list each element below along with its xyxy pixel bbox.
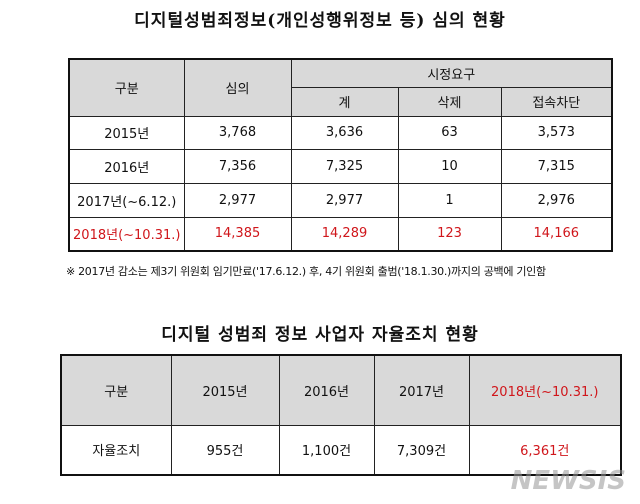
title: 디지털 성범죄 정보 사업자 자율조치 현황 — [161, 325, 479, 345]
table-cell: 7,325 — [290, 148, 399, 184]
review-table: 구분 심의 시정요구 계 삭제 접속차단 2015년 3,768 3,636 63 3,573 201… — [68, 58, 614, 252]
table-cell: 자율조치 — [60, 424, 172, 476]
header-cell: 2015년 — [170, 354, 280, 426]
table-row: 2017년(~6.12.) 2,977 2,977 1 2,976 — [68, 182, 613, 218]
table-cell: 2015년 — [68, 115, 185, 150]
title: 디지털성범죄정보(개인성행위정보 등) 심의 현황 — [134, 11, 506, 31]
table-cell: 7,309건 — [373, 424, 470, 476]
table-cell: 6,361건 — [468, 424, 622, 476]
table-cell: 1,100건 — [278, 424, 375, 476]
self-regulation-table: 구분 2015년 2016년 2017년 2018년(~10.31.) 자율조치 955건 1… — [60, 354, 622, 476]
header-row: 구분 심의 시정요구 — [68, 58, 613, 117]
header-cell: 계 — [290, 86, 399, 117]
note: ※ 2017년 감소는 제3기 위원회 임기만료('17.6.12.) 후, 4… — [66, 265, 546, 278]
table-cell: 2018년(~10.31.) — [68, 216, 185, 252]
table-cell: 7,356 — [183, 148, 292, 184]
header-cell: 2016년 — [278, 354, 375, 426]
header-cell: 구분 — [60, 354, 172, 426]
table-row: 자율조치 955건 1,100건 7,309건 6,361건 — [60, 424, 622, 476]
table-cell: 2017년(~6.12.) — [68, 182, 185, 218]
header-row: 구분 2015년 2016년 2017년 2018년(~10.31.) — [60, 354, 622, 426]
table-row: 2016년 7,356 7,325 10 7,315 — [68, 148, 613, 184]
header-row: 계 삭제 접속차단 — [69, 86, 613, 117]
table-cell: 14,289 — [290, 216, 399, 252]
table-cell: 123 — [397, 216, 502, 252]
header-cell: 2018년(~10.31.) — [468, 354, 622, 426]
header-cell: 심의 — [183, 58, 292, 117]
header-cell: 삭제 — [397, 86, 502, 117]
table-row: 2018년(~10.31.) 14,385 14,289 123 14,166 — [68, 216, 613, 252]
table-cell: 1 — [397, 182, 502, 218]
watermark: NEWSIS — [510, 466, 626, 496]
table-cell: 63 — [397, 115, 502, 150]
table-cell: 3,636 — [290, 115, 399, 150]
table-row: 2015년 3,768 3,636 63 3,573 — [68, 115, 613, 150]
header-cell: 접속차단 — [500, 86, 613, 117]
table-cell: 14,166 — [500, 216, 613, 252]
table-cell: 10 — [397, 148, 502, 184]
table-cell: 14,385 — [183, 216, 292, 252]
table-cell: 955건 — [170, 424, 280, 476]
header-cell: 2017년 — [373, 354, 470, 426]
table-cell: 2,976 — [500, 182, 613, 218]
header-cell: 구분 — [68, 58, 185, 117]
header-cell: 시정요구 — [290, 58, 613, 88]
table-cell: 2,977 — [183, 182, 292, 218]
table-cell: 7,315 — [500, 148, 613, 184]
table-cell: 2,977 — [290, 182, 399, 218]
table-cell: 3,573 — [500, 115, 613, 150]
table-cell: 3,768 — [183, 115, 292, 150]
table-cell: 2016년 — [68, 148, 185, 184]
